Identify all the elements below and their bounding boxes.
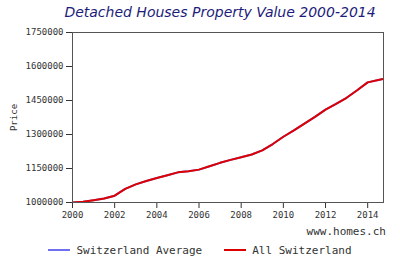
svg-text:1150000: 1150000 [26, 163, 64, 173]
html-text:www.homes.ch: www.homes.ch [306, 225, 386, 238]
svg-text:1300000: 1300000 [26, 129, 64, 139]
svg-text:2000: 2000 [62, 210, 84, 220]
svg-text:2002: 2002 [104, 210, 126, 220]
svg-text:1600000: 1600000 [26, 61, 64, 71]
svg-text:1750000: 1750000 [26, 27, 64, 37]
html-text:Switzerland Average: Switzerland Average [76, 243, 203, 257]
svg-text:2012: 2012 [315, 210, 337, 220]
svg-text:2010: 2010 [273, 210, 295, 220]
html-text:All Switzerland: All Switzerland [252, 243, 352, 257]
svg-text:2006: 2006 [188, 210, 210, 220]
svg-text:2014: 2014 [357, 210, 379, 220]
html-text:Detached Houses Property Value: Detached Houses Property Value 2000-2014 [64, 4, 376, 20]
svg-text:1000000: 1000000 [26, 197, 64, 207]
svg-text:Price: Price [9, 104, 19, 131]
svg-text:2008: 2008 [230, 210, 252, 220]
svg-text:1450000: 1450000 [26, 95, 64, 105]
svg-text:2004: 2004 [146, 210, 168, 220]
